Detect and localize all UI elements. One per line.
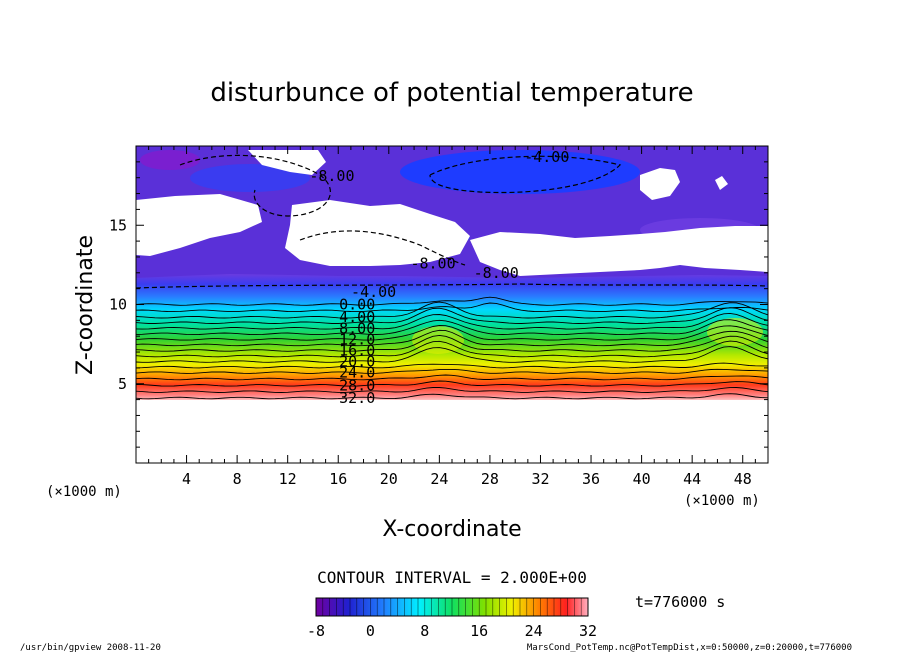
contour-label: 32.0 <box>339 389 375 407</box>
contour-line <box>136 346 768 363</box>
contour-line <box>299 230 466 266</box>
x-tick-label: 40 <box>633 470 651 488</box>
colorbar-tick-label: 24 <box>525 622 543 640</box>
time-label: t=776000 s <box>635 593 725 611</box>
y-tick-label: 5 <box>118 375 127 393</box>
masked-region <box>470 226 768 276</box>
colorbar-stripes <box>322 598 582 616</box>
contour-labels: -8.00-4.00-8.00-8.00-4.000.004.008.0012.… <box>309 148 569 407</box>
contour-line <box>136 393 768 400</box>
x-tick-label: 4 <box>182 470 191 488</box>
contour-line <box>136 362 768 369</box>
colorbar-tick-label: -8 <box>307 622 325 640</box>
contour-line <box>136 301 768 319</box>
colorbar-tick-label: 8 <box>420 622 429 640</box>
contour-label: 8.00 <box>339 319 375 337</box>
negative-contours <box>136 154 768 289</box>
contour-label: 16.0 <box>339 341 375 359</box>
x-tick-label: 32 <box>531 470 549 488</box>
contour-label: -8.00 <box>309 167 354 185</box>
contour-label: -4.00 <box>351 283 396 301</box>
contour-label: -4.00 <box>524 148 569 166</box>
y-tick-label: 10 <box>109 296 127 314</box>
contour-label: 12.0 <box>339 330 375 348</box>
contour-line <box>136 302 768 313</box>
colorbar-tick-label: 0 <box>366 622 375 640</box>
masked-region <box>136 194 262 256</box>
contour-label: -8.00 <box>474 264 519 282</box>
contour-line <box>136 374 768 381</box>
contour-line <box>136 283 768 289</box>
purple-region <box>140 150 200 170</box>
x-unit-left: (×1000 m) <box>46 484 122 500</box>
contour-line <box>179 154 331 217</box>
masked-region <box>640 168 680 200</box>
colorbar-tick-label: 32 <box>579 622 597 640</box>
contour-line <box>136 334 768 352</box>
plot-area <box>136 146 768 400</box>
y-axis-label: Z-coordinate <box>73 235 98 375</box>
contour-line <box>136 380 768 387</box>
wave-bump <box>412 326 464 354</box>
masked-region <box>285 200 470 266</box>
footer-left: /usr/bin/gpview 2008-11-20 <box>20 643 161 653</box>
contour-label: 28.0 <box>339 376 375 394</box>
x-tick-label: 28 <box>481 470 499 488</box>
y-axis: 5 10 15 <box>109 145 768 464</box>
contour-line <box>136 368 768 374</box>
contour-line <box>136 325 768 341</box>
x-tick-label: 16 <box>329 470 347 488</box>
colorbar: -8 0 8 16 24 32 <box>307 597 597 640</box>
x-tick-label: 20 <box>380 470 398 488</box>
y-tick-label: 15 <box>109 216 127 234</box>
x-tick-label: 24 <box>430 470 448 488</box>
contour-line <box>136 329 768 347</box>
contour-line <box>136 387 768 393</box>
contour-interval: CONTOUR INTERVAL = 2.000E+00 <box>317 568 587 587</box>
contour-line <box>429 155 622 194</box>
contour-line <box>136 307 768 324</box>
footer-right: MarsCond_PotTemp.nc@PotTempDist,x=0:5000… <box>527 643 852 653</box>
contour-label: 4.00 <box>339 308 375 326</box>
x-axis: 4 8 12 16 20 24 28 32 36 40 44 48 <box>135 146 769 488</box>
x-tick-label: 48 <box>734 470 752 488</box>
contour-label: 0.00 <box>339 296 375 314</box>
x-axis-label: X-coordinate <box>382 517 521 542</box>
x-tick-label: 44 <box>683 470 701 488</box>
contour-line <box>136 340 768 358</box>
contour-line <box>136 312 768 330</box>
x-tick-label: 12 <box>279 470 297 488</box>
blue-region <box>190 164 310 192</box>
colorbar-labels: -8 0 8 16 24 32 <box>307 622 597 640</box>
colorbar-tick-label: 16 <box>470 622 488 640</box>
masked-region <box>715 176 728 190</box>
contour-label: 20.0 <box>339 353 375 371</box>
blue-region <box>400 150 640 194</box>
x-tick-label: 8 <box>233 470 242 488</box>
x-unit-right: (×1000 m) <box>684 493 760 509</box>
contour-label: 24.0 <box>339 364 375 382</box>
chart-title: disturbunce of potential temperature <box>210 78 693 108</box>
x-tick-label: 36 <box>582 470 600 488</box>
contour-line <box>136 296 768 306</box>
contour-label: -8.00 <box>410 254 455 272</box>
contour-line <box>136 319 768 336</box>
contour-lines <box>136 296 768 400</box>
